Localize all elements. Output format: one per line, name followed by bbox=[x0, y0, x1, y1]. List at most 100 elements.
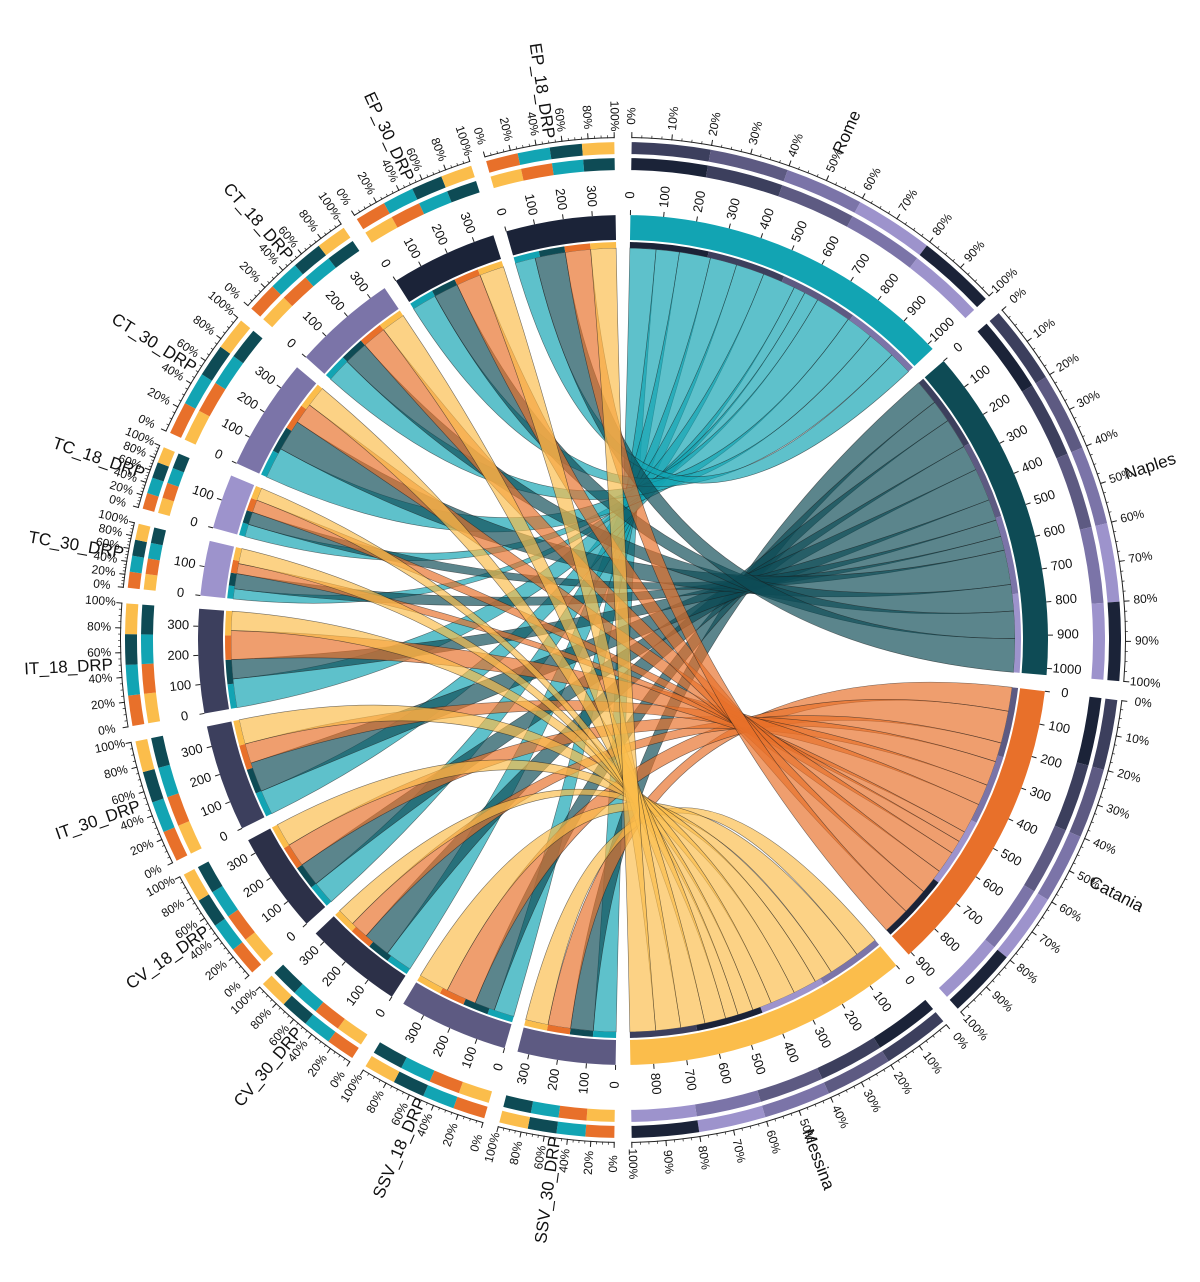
percent-minor-tick bbox=[766, 1120, 768, 1125]
percent-minor-tick bbox=[1113, 530, 1117, 533]
percent-minor-tick bbox=[309, 1033, 313, 1037]
tick-mark bbox=[1021, 787, 1027, 791]
percent-minor-tick bbox=[845, 1089, 848, 1093]
percent-minor-tick bbox=[147, 809, 151, 812]
percent-minor-tick bbox=[214, 342, 218, 345]
percent-minor-tick bbox=[126, 547, 130, 549]
percent-minor-tick bbox=[155, 447, 159, 450]
arc-CT_18_DRP[interactable] bbox=[305, 288, 399, 374]
outer-ring-inner-Naples bbox=[1022, 385, 1068, 459]
arc-CT_30_DRP[interactable] bbox=[236, 367, 317, 474]
outer-ring-inner-CV_18_DRP bbox=[245, 932, 274, 962]
tick-label: 300 bbox=[723, 196, 743, 221]
arc-EP_30_DRP[interactable] bbox=[395, 235, 502, 302]
arc-IT_18_DRP[interactable] bbox=[198, 608, 230, 714]
percent-minor-tick bbox=[128, 741, 132, 744]
tick-mark bbox=[195, 684, 201, 686]
arc-SSV_18_DRP[interactable] bbox=[403, 982, 512, 1049]
percent-minor-tick bbox=[131, 521, 135, 524]
percent-minor-tick bbox=[911, 1050, 915, 1054]
tick-mark bbox=[556, 1059, 558, 1065]
percent-minor-tick bbox=[195, 907, 199, 910]
percent-minor-tick bbox=[131, 754, 135, 756]
arc-CV_18_DRP[interactable] bbox=[248, 828, 326, 924]
arc-Messina[interactable] bbox=[629, 946, 897, 1065]
percent-minor-tick bbox=[450, 165, 453, 169]
percent-minor-tick bbox=[879, 205, 882, 209]
percent-minor-tick bbox=[1059, 390, 1063, 393]
percent-minor-tick bbox=[242, 970, 246, 973]
percent-minor-tick bbox=[149, 462, 153, 465]
tick-label: 400 bbox=[756, 206, 777, 231]
inner-band-CV_18_DRP bbox=[283, 845, 302, 869]
inner-band-Messina bbox=[696, 1007, 763, 1032]
percent-minor-tick bbox=[1107, 770, 1111, 772]
percent-minor-tick bbox=[929, 239, 932, 243]
percent-label: 60% bbox=[531, 1144, 549, 1170]
outer-ring-outer-TC_30_DRP bbox=[135, 523, 151, 543]
arc-IT_30_DRP[interactable] bbox=[206, 721, 265, 829]
percent-label: 80% bbox=[247, 1005, 274, 1032]
percent-minor-tick bbox=[806, 1106, 809, 1111]
percent-minor-tick bbox=[782, 1115, 785, 1119]
percent-minor-tick bbox=[367, 1072, 370, 1076]
percent-label: 80% bbox=[87, 619, 112, 634]
tick-mark bbox=[208, 526, 214, 529]
percent-minor-tick bbox=[185, 387, 189, 390]
percent-label: 80% bbox=[695, 1145, 713, 1171]
percent-minor-tick bbox=[372, 1076, 376, 1080]
percent-label: 40% bbox=[829, 1103, 852, 1131]
outer-ring-outer-Naples bbox=[989, 313, 1046, 384]
outer-ring-inner-Messina bbox=[757, 1067, 823, 1102]
outer-ring-outer-IT_18_DRP bbox=[125, 603, 139, 635]
arc-CV_30_DRP[interactable] bbox=[315, 916, 406, 997]
percent-minor-tick bbox=[333, 1051, 336, 1055]
tick-mark bbox=[821, 259, 825, 265]
tick-label: 200 bbox=[429, 1033, 452, 1059]
arc-Catania[interactable] bbox=[891, 688, 1045, 955]
tick-label: 100 bbox=[258, 900, 284, 925]
tick-mark bbox=[504, 226, 507, 232]
arc-SSV_30_DRP[interactable] bbox=[517, 1027, 617, 1065]
percent-minor-tick bbox=[1036, 924, 1040, 927]
arc-TC_30_DRP[interactable] bbox=[200, 540, 235, 599]
percent-minor-tick bbox=[945, 1024, 949, 1027]
percent-minor-tick bbox=[830, 1096, 833, 1100]
outer-ring-inner-SSV_18_DRP bbox=[401, 1057, 435, 1082]
outer-ring-inner-SSV_30_DRP bbox=[586, 1108, 615, 1122]
inner-band-SSV_18_DRP bbox=[417, 975, 443, 994]
outer-ring-inner-CT_18_DRP bbox=[305, 258, 336, 287]
percent-label: 100% bbox=[626, 1148, 641, 1179]
percent-label: 80% bbox=[580, 105, 596, 130]
arc-EP_18_DRP[interactable] bbox=[506, 215, 617, 256]
tick-label: 0 bbox=[1060, 685, 1069, 701]
outer-ring-outer-Rome bbox=[783, 170, 861, 213]
percent-minor-tick bbox=[143, 481, 147, 483]
tick-mark bbox=[993, 847, 998, 852]
tick-label: 200 bbox=[319, 963, 345, 989]
percent-minor-tick bbox=[822, 1100, 825, 1104]
tick-label: 200 bbox=[690, 190, 709, 214]
outer-ring-inner-TC_18_DRP bbox=[167, 468, 184, 487]
arc-Naples[interactable] bbox=[924, 360, 1048, 676]
arc-Rome[interactable] bbox=[629, 215, 933, 367]
outer-ring-inner-TC_30_DRP bbox=[143, 573, 158, 591]
tick-label: 100 bbox=[575, 1072, 592, 1095]
tick-label: 700 bbox=[682, 1068, 700, 1092]
outer-ring-inner-CT_18_DRP bbox=[263, 297, 293, 328]
percent-minor-tick bbox=[462, 160, 465, 165]
percent-minor-tick bbox=[282, 1011, 286, 1014]
percent-minor-tick bbox=[1109, 761, 1113, 764]
percent-minor-tick bbox=[724, 1131, 727, 1135]
percent-label: 80% bbox=[1133, 591, 1158, 607]
outer-ring-inner-EP_18_DRP bbox=[490, 168, 524, 189]
outer-ring-inner-EP_30_DRP bbox=[365, 217, 398, 243]
percent-minor-tick bbox=[788, 163, 791, 167]
arc-TC_18_DRP[interactable] bbox=[213, 475, 255, 535]
tick-mark bbox=[392, 276, 397, 282]
outer-ring-outer-EP_30_DRP bbox=[384, 188, 418, 214]
inner-band-CT_18_DRP bbox=[342, 340, 365, 362]
outer-ring-inner-CT_30_DRP bbox=[215, 356, 244, 390]
percent-minor-tick bbox=[152, 456, 156, 459]
inner-band-CT_18_DRP bbox=[360, 324, 384, 346]
